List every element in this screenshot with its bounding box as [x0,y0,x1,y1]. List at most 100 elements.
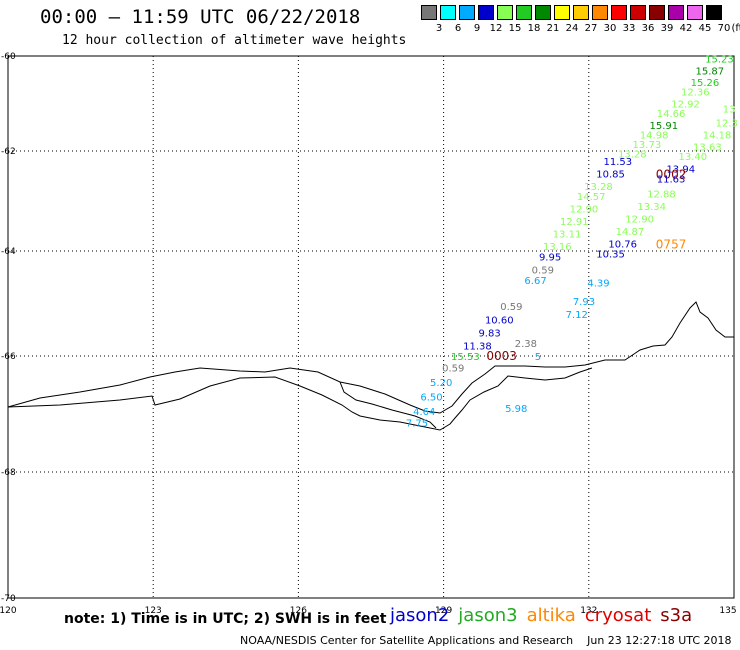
wave-height-reading: 13 [723,104,736,115]
satellite-name: cryosat [584,605,652,626]
wave-height-reading: 0.59 [532,265,554,276]
legend-swatch [554,5,570,20]
wave-height-reading: 15.91 [649,121,678,132]
wave-height-reading: 4.39 [587,279,609,290]
legend-label: 3 [435,23,443,34]
legend-label: 27 [584,23,598,34]
legend-label: 6 [454,23,462,34]
wave-height-reading: 5.98 [505,404,527,415]
legend-swatch [649,5,665,20]
latitude-tick-label: -70 [1,594,16,604]
pass-time-label: 0002 [656,168,687,182]
longitude-tick-label: 120 [0,606,17,616]
legend-swatch [611,5,627,20]
longitude-tick-label: 126 [290,606,307,616]
wave-height-reading: 10.76 [608,240,637,251]
legend-label: 45 [698,23,712,34]
legend-label: 30 [603,23,617,34]
wave-height-reading: 14.57 [577,192,606,203]
wave-height-reading: 7.93 [573,297,595,308]
map-title: 00:00 – 11:59 UTC 06/22/2018 [40,6,361,28]
wave-height-reading: 12.3 [716,119,738,130]
legend-label: 9 [473,23,481,34]
wave-height-reading: 6.50 [420,393,442,404]
satellite-name: altika [526,605,576,626]
wave-height-reading: 12.36 [681,88,710,99]
footer-note: note: 1) Time is in UTC; 2) SWH is in fe… [64,611,387,627]
legend-swatch [421,5,437,20]
pass-time-label: 0003 [486,349,517,363]
legend-label: 39 [660,23,674,34]
coastline-mainland [7,301,734,414]
wave-height-reading: 12.91 [560,217,589,228]
satellite-name: s3a [660,605,693,626]
wave-height-reading: 10.60 [485,315,514,326]
legend-swatch [706,5,722,20]
longitude-tick-label: 129 [435,606,452,616]
wave-height-reading: 10.35 [596,250,625,261]
legend-swatch [516,5,532,20]
wave-height-reading: 13.40 [679,152,708,163]
wave-height-reading: 15.87 [695,66,724,77]
wave-height-reading: 13.11 [553,230,582,241]
legend-swatch [440,5,456,20]
wave-height-reading: 14.18 [703,130,732,141]
legend-label: 33 [622,23,636,34]
wave-height-reading: 2.38 [515,339,537,350]
legend-label: 36 [641,23,655,34]
wave-height-reading: 15.23 [705,54,734,65]
pass-time-label: 0757 [656,238,687,252]
map-frame [7,55,735,599]
wave-height-reading: 6.67 [524,276,546,287]
latitude-tick-label: -68 [1,468,16,478]
wave-height-reading: 12.90 [625,215,654,226]
wave-height-reading: 11.63 [657,175,686,186]
wave-height-reading: 0.59 [500,302,522,313]
latitude-tick-label: -66 [1,352,16,362]
wave-height-reading: 12.90 [570,205,599,216]
legend-label: 12 [489,23,503,34]
wave-height-reading: 7.75 [406,419,428,430]
wave-height-reading: 5 [535,352,541,363]
legend-label: 70 [717,23,731,34]
wave-height-reading: 15.53 [451,352,480,363]
legend-swatch [497,5,513,20]
wave-height-reading: 12.88 [647,190,676,201]
map-subtitle: 12 hour collection of altimeter wave hei… [62,33,407,48]
wave-height-reading: 13.63 [693,142,722,153]
latitude-tick-label: -62 [1,147,16,157]
legend-swatch [459,5,475,20]
latitude-tick-label: -60 [1,52,16,62]
wave-height-reading: 11.38 [463,342,492,353]
legend-swatch [592,5,608,20]
satellite-name: jason2 [390,605,450,626]
legend-label: 18 [527,23,541,34]
wave-height-reading: 9.83 [478,328,500,339]
legend-swatch [630,5,646,20]
footer-credit: NOAA/NESDIS Center for Satellite Applica… [240,634,732,647]
legend-unit: (ft) [731,23,740,34]
wave-height-reading: 13.16 [543,242,572,253]
wave-height-reading: 10.85 [596,170,625,181]
coastline-bay [339,381,437,429]
legend-swatch [573,5,589,20]
wave-height-reading: 13.28 [584,182,613,193]
wave-height-reading: 12.92 [671,100,700,111]
map-grid: 120 123 126 129 132 135-60-62-64-66-68-70 [0,52,737,616]
legend-swatch [535,5,551,20]
wave-height-reading: 15.26 [691,78,720,89]
wave-height-reading: 7.12 [566,310,588,321]
wave-height-reading: 14.98 [640,130,669,141]
wave-height-reading: 4.64 [413,407,435,418]
legend-swatch [478,5,494,20]
longitude-tick-label: 123 [145,606,162,616]
wave-height-reading: 0.59 [442,364,464,375]
wave-height-reading: 13.94 [666,165,695,176]
legend-label: 24 [565,23,579,34]
coastline-shelf [7,367,593,431]
wave-height-reading: 13.73 [633,140,662,151]
longitude-tick-label: 135 [719,606,736,616]
satellite-name: jason3 [458,605,518,626]
legend-label: 42 [679,23,693,34]
